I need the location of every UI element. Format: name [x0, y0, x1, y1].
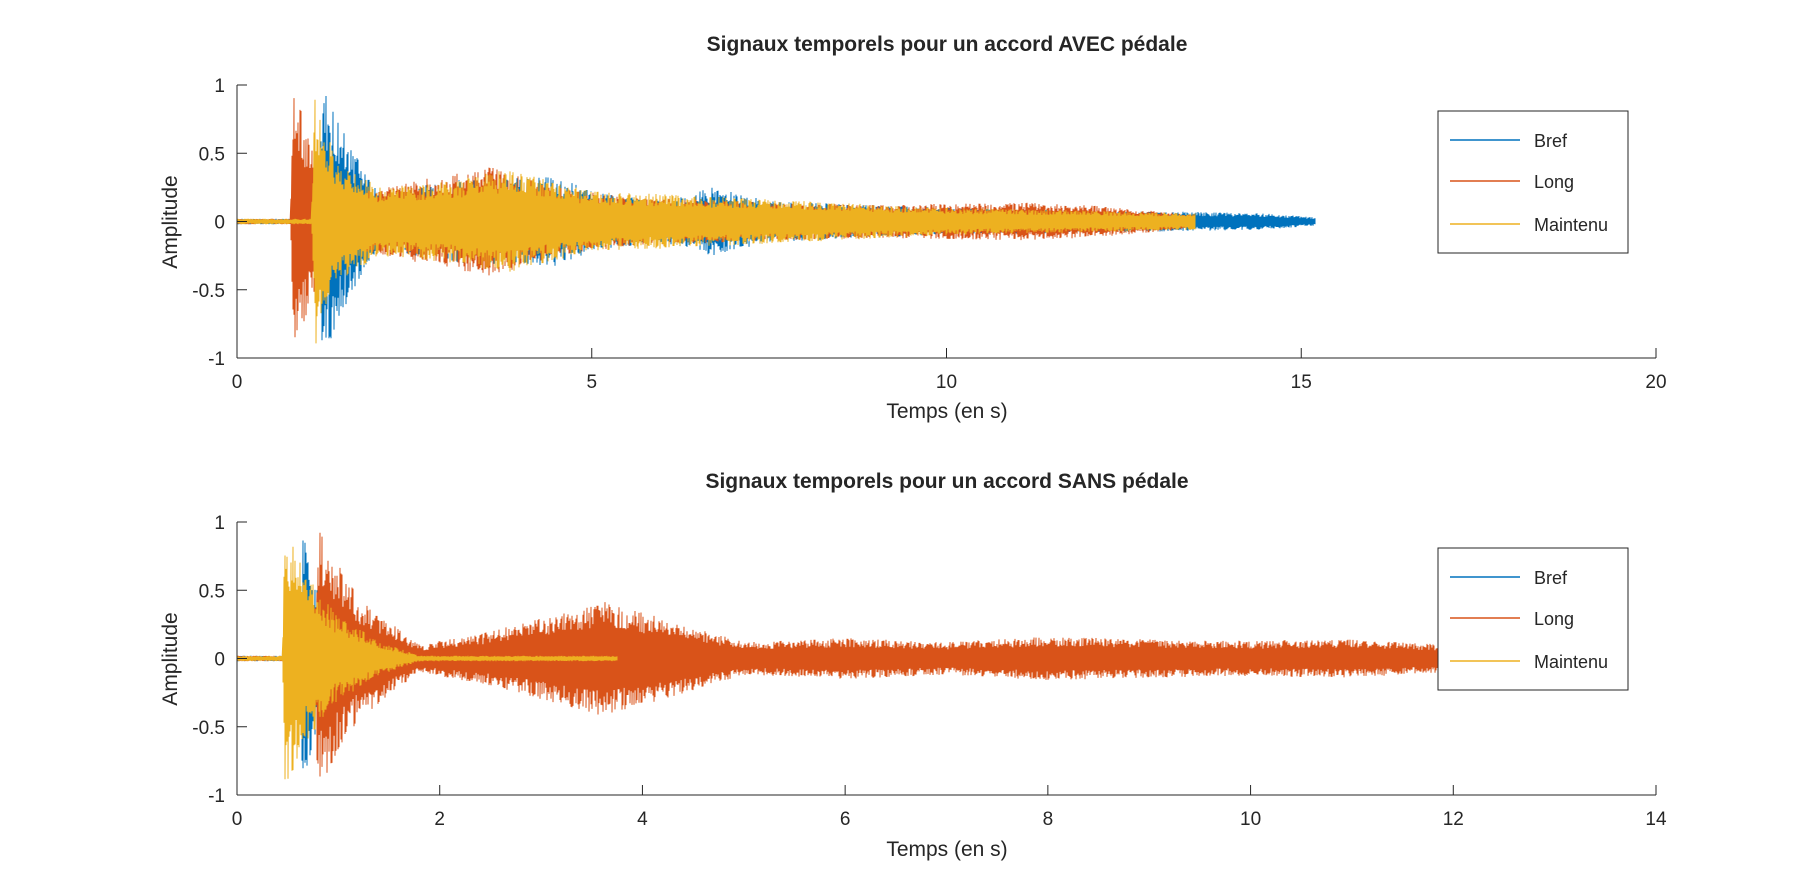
subplot-sans-pedale: Signaux temporels pour un accord SANS pé… [159, 470, 1667, 861]
x-tick-label: 0 [232, 372, 243, 393]
series-layer [236, 95, 1316, 344]
x-axis-label: Temps (en s) [886, 838, 1007, 861]
subplot-title: Signaux temporels pour un accord AVEC pé… [707, 33, 1188, 56]
y-axis-label: Amplitude [159, 612, 182, 705]
x-axis-label: Temps (en s) [886, 400, 1007, 423]
x-tick-label: 12 [1443, 809, 1464, 830]
x-tick-label: 2 [434, 809, 445, 830]
y-tick-label: -1 [208, 349, 225, 370]
y-tick-label: -0.5 [192, 281, 225, 302]
legend-box [1437, 547, 1629, 691]
subplot-title: Signaux temporels pour un accord SANS pé… [705, 470, 1188, 493]
x-tick-label: 10 [936, 372, 957, 393]
axes: 0 2 4 6 8 10 12 14 -1 -0.5 0 0.5 1 [192, 513, 1667, 830]
series-maintenu-line [236, 546, 618, 780]
y-tick-label: 1 [214, 513, 225, 534]
y-tick-label: -0.5 [192, 718, 225, 739]
axes: 0 5 10 15 20 -1 -0.5 0 0.5 1 [192, 76, 1666, 393]
y-tick-label: 0.5 [199, 581, 225, 602]
legend-label-long: Long [1534, 172, 1574, 192]
y-tick-label: 0 [214, 213, 225, 234]
x-tick-label: 0 [232, 809, 243, 830]
y-tick-label: -1 [208, 786, 225, 807]
y-axis-label: Amplitude [159, 175, 182, 268]
legend-box [1437, 110, 1629, 254]
legend-label-bref: Bref [1534, 131, 1568, 151]
series-long-line [236, 532, 1454, 777]
legend-label-maintenu: Maintenu [1534, 215, 1608, 235]
subplot-avec-pedale: Signaux temporels pour un accord AVEC pé… [159, 33, 1667, 423]
y-tick-label: 0 [214, 650, 225, 671]
legend-label-long: Long [1534, 609, 1574, 629]
x-tick-label: 5 [586, 372, 597, 393]
x-tick-label: 14 [1645, 809, 1667, 830]
x-tick-label: 15 [1291, 372, 1312, 393]
legend-label-bref: Bref [1534, 568, 1568, 588]
series-maintenu-line [236, 99, 1196, 344]
x-tick-label: 4 [637, 809, 648, 830]
y-tick-label: 0.5 [199, 144, 225, 165]
series-layer [236, 532, 1454, 780]
x-tick-label: 8 [1043, 809, 1054, 830]
x-tick-label: 6 [840, 809, 851, 830]
y-tick-label: 1 [214, 76, 225, 97]
legend: Bref Long Maintenu [1437, 110, 1629, 254]
x-tick-label: 10 [1240, 809, 1261, 830]
legend: Bref Long Maintenu [1437, 547, 1629, 691]
x-tick-label: 20 [1645, 372, 1666, 393]
legend-label-maintenu: Maintenu [1534, 652, 1608, 672]
